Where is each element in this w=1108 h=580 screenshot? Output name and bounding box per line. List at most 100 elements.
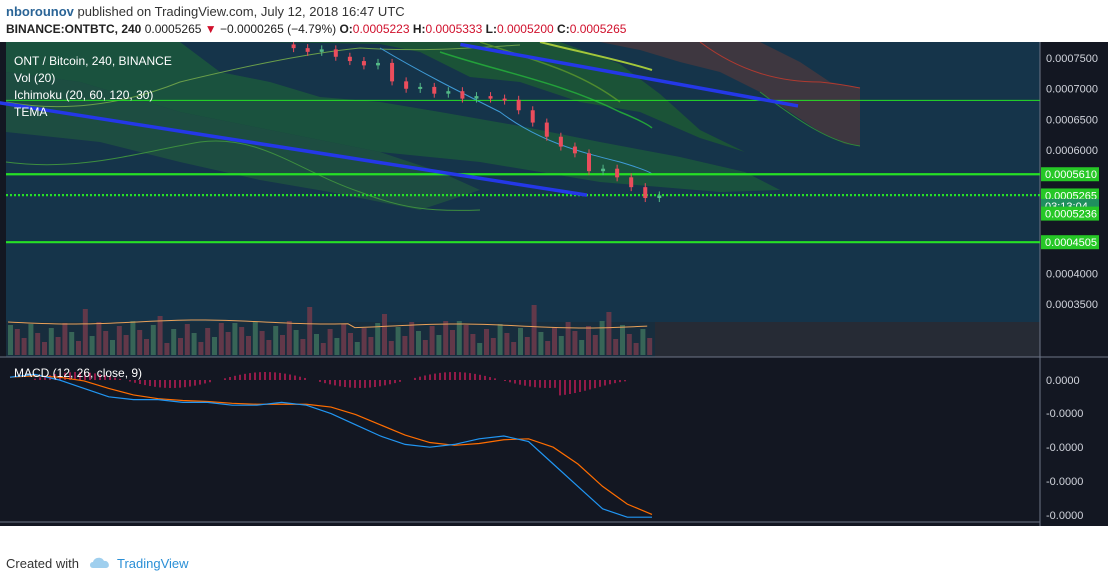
- candle-body: [558, 136, 563, 147]
- price-badge: [1041, 167, 1099, 182]
- volume-bar: [62, 323, 68, 355]
- volume-bar: [55, 337, 61, 355]
- candle-body: [376, 62, 380, 66]
- volume-bar: [518, 328, 523, 355]
- tradingview-cloud-icon[interactable]: [88, 554, 112, 570]
- volume-bar: [382, 314, 387, 355]
- footer: Created with TradingView: [0, 548, 1108, 580]
- macd-signal-line: [9, 375, 653, 515]
- volume-bar: [198, 342, 204, 355]
- volume-bar: [110, 340, 115, 355]
- candle-body: [544, 122, 549, 137]
- volume-bar: [35, 333, 41, 355]
- macd-tick-label: -0.0000: [1046, 476, 1083, 488]
- volume-bar: [171, 329, 177, 355]
- volume-bar: [205, 328, 211, 355]
- volume-bar: [184, 324, 190, 355]
- volume-bar: [123, 335, 129, 355]
- volume-bar: [89, 336, 95, 355]
- volume-bar: [484, 329, 489, 355]
- volume-bar: [606, 312, 612, 355]
- macd-tick-label: -0.0000: [1046, 442, 1083, 454]
- volume-bar: [456, 321, 462, 355]
- volume-bar: [286, 321, 292, 355]
- chart-area[interactable]: 0.0007500 0.0007000 0.0006500 0.0006000 0.00…: [0, 40, 1108, 541]
- volume-bar: [348, 333, 353, 355]
- candle-body: [587, 153, 591, 172]
- low-value: 0.0005200: [496, 22, 554, 36]
- tema-legend: TEMA: [14, 105, 48, 119]
- macd-line: [9, 373, 652, 518]
- open-label: O:: [339, 22, 353, 36]
- volume-bar: [626, 334, 632, 355]
- candle-body: [333, 49, 338, 57]
- price-badge-label: 0.0004505: [1045, 237, 1097, 249]
- candle-body: [319, 49, 324, 52]
- volume-bar: [14, 329, 20, 355]
- macd-tick-label: -0.0000: [1046, 408, 1083, 420]
- volume-bar: [103, 331, 109, 355]
- volume-bar: [96, 322, 102, 355]
- volume-bar: [640, 329, 646, 355]
- candle-body: [643, 187, 648, 199]
- candle-body: [601, 168, 606, 172]
- tradingview-link[interactable]: TradingView: [117, 556, 189, 571]
- candle-body: [488, 96, 493, 99]
- ohlc-header: BINANCE:ONTBTC, 240 0.0005265 ▼ −0.00002…: [6, 22, 626, 36]
- volume-bar: [293, 330, 299, 355]
- volume-bar: [157, 316, 163, 355]
- price-badge-label: 0.0005236: [1045, 209, 1097, 221]
- volume-bar: [429, 326, 435, 355]
- volume-bar: [375, 323, 381, 355]
- volume-bar: [69, 332, 75, 355]
- volume-ma-line: [7, 319, 648, 329]
- volume-bar: [545, 341, 551, 355]
- volume-bar: [300, 339, 306, 355]
- y-tick-label: 0.0006500: [1046, 114, 1098, 126]
- y-tick-label: 0.0007500: [1046, 53, 1098, 65]
- chart-title: ONT / Bitcoin, 240, BINANCE: [14, 54, 172, 68]
- price-badge: [1041, 206, 1099, 221]
- volume-bar: [130, 321, 136, 355]
- price-badge: [1041, 235, 1099, 250]
- volume-bar: [341, 324, 347, 355]
- author-name[interactable]: nborounov: [6, 4, 74, 19]
- volume-bar: [246, 336, 251, 355]
- volume-bar: [354, 342, 360, 355]
- volume-bar: [76, 341, 81, 355]
- symbol-label: BINANCE:ONTBTC, 240: [6, 22, 142, 36]
- created-with-text: Created with: [6, 556, 79, 571]
- volume-bar: [443, 321, 449, 355]
- y-tick-label: 0.0006000: [1046, 145, 1098, 157]
- volume-bar: [504, 333, 510, 355]
- candle-body: [432, 86, 437, 94]
- volume-bar: [212, 337, 217, 355]
- volume-bar: [586, 326, 591, 355]
- volume-bar: [552, 327, 557, 355]
- y-tick-label: 0.0007000: [1046, 84, 1098, 96]
- publish-text: published on TradingView.com, July 12, 2…: [77, 4, 405, 19]
- close-label: C:: [557, 22, 570, 36]
- macd-legend: MACD (12, 26, close, 9): [14, 366, 143, 380]
- volume-bar: [395, 327, 401, 355]
- volume-bar: [232, 323, 238, 355]
- publish-info: nborounov published on TradingView.com, …: [6, 4, 405, 19]
- volume-bar: [225, 332, 231, 355]
- volume-bar: [82, 309, 88, 355]
- candle-body: [390, 62, 395, 82]
- volume-bar: [592, 335, 598, 355]
- volume-bar: [511, 342, 517, 355]
- volume-bar: [218, 323, 224, 355]
- volume-bar: [266, 340, 272, 355]
- candle-body: [305, 48, 310, 52]
- candle-body: [657, 195, 662, 199]
- volume-bar: [273, 326, 279, 355]
- volume-bar: [531, 305, 537, 355]
- chart-canvas[interactable]: 0.0007500 0.0007000 0.0006500 0.0006000 0.00…: [0, 40, 1108, 541]
- volume-bar: [191, 333, 197, 355]
- volume-bar: [361, 328, 367, 355]
- candle-body: [474, 96, 479, 99]
- high-value: 0.0005333: [425, 22, 483, 36]
- candle-body: [615, 168, 620, 178]
- volume-bar: [572, 331, 578, 355]
